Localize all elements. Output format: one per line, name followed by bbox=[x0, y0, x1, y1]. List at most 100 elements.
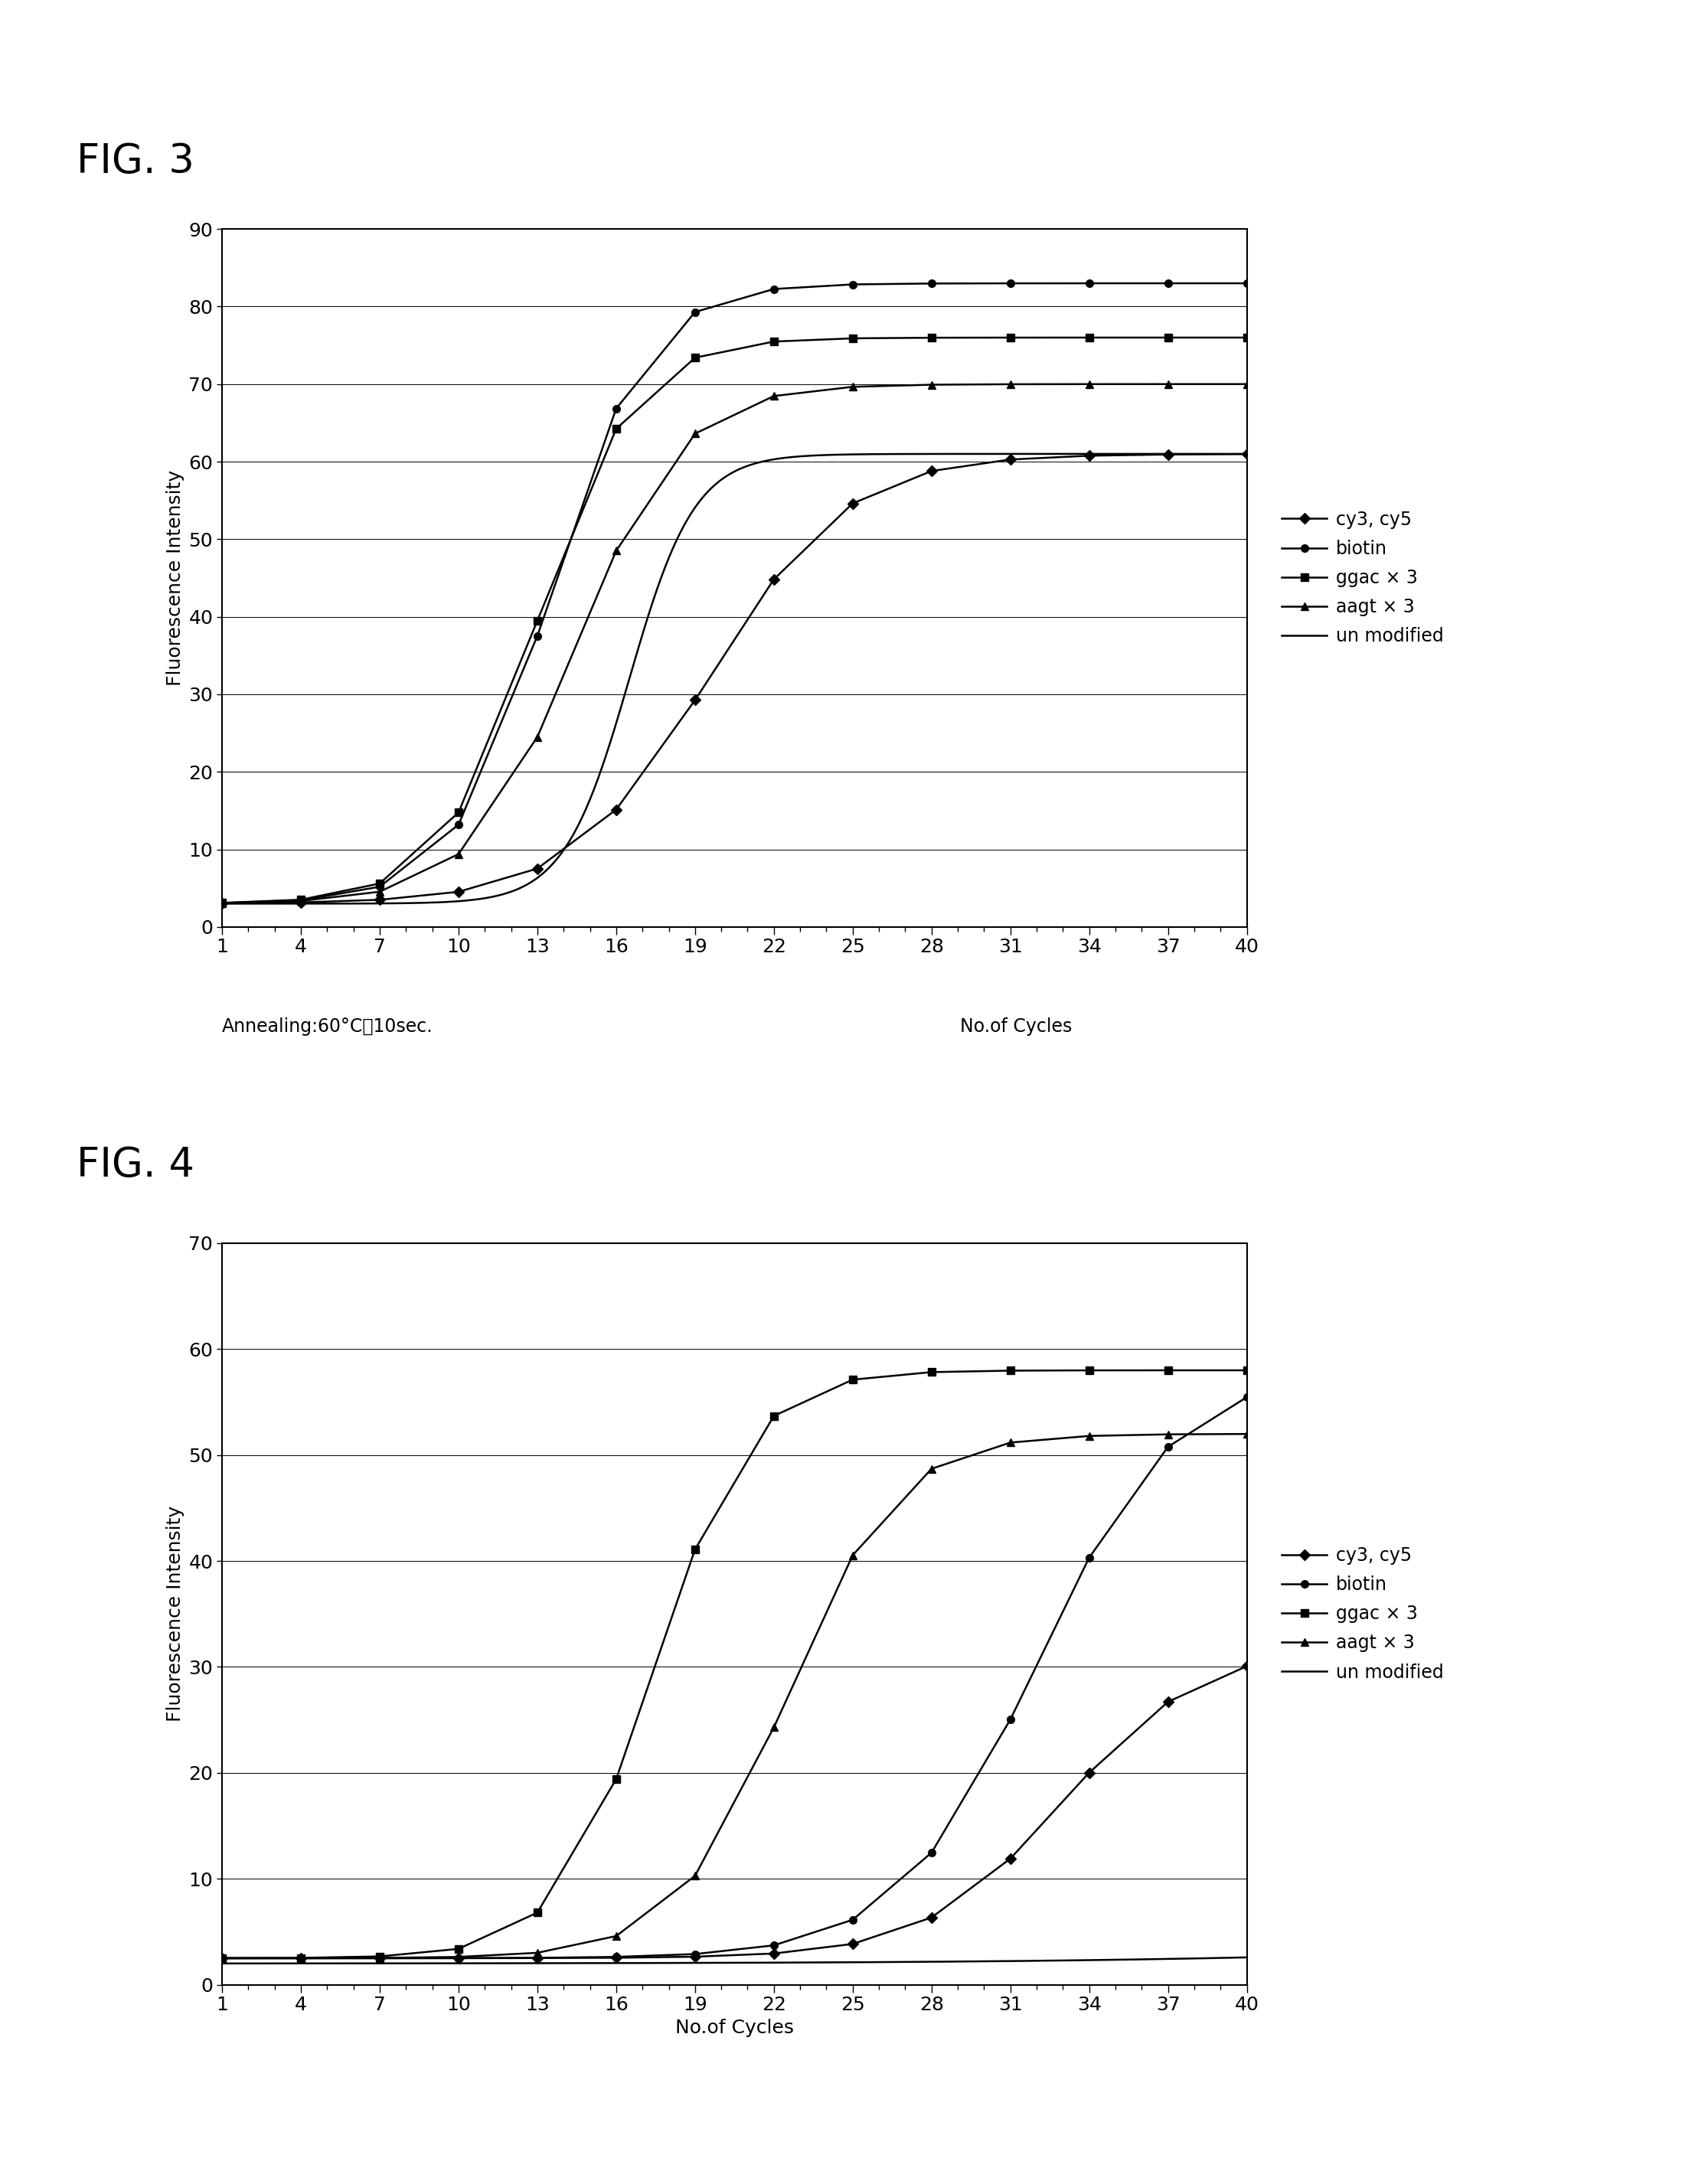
cy3, cy5 bbox=[528, 855, 548, 881]
aagt × 3 bbox=[1079, 371, 1100, 397]
biotin bbox=[1237, 270, 1257, 297]
ggac × 3 bbox=[685, 1535, 705, 1562]
biotin bbox=[1079, 270, 1100, 297]
ggac × 3 bbox=[212, 1945, 232, 1972]
ggac × 3 bbox=[685, 345, 705, 371]
cy3, cy5 bbox=[369, 888, 389, 914]
un modified bbox=[1237, 441, 1257, 467]
ggac × 3 bbox=[1237, 1357, 1257, 1383]
biotin bbox=[921, 1839, 941, 1865]
biotin bbox=[290, 1945, 311, 1972]
aagt × 3 bbox=[369, 1945, 389, 1972]
un modified bbox=[767, 1950, 787, 1976]
Line: cy3, cy5: cy3, cy5 bbox=[219, 1662, 1250, 1963]
ggac × 3 bbox=[212, 890, 232, 916]
Text: FIG. 3: FIG. 3 bbox=[77, 142, 195, 181]
biotin bbox=[212, 890, 232, 916]
cy3, cy5 bbox=[1158, 441, 1179, 467]
aagt × 3 bbox=[369, 879, 389, 905]
Y-axis label: Fluorescence Intensity: Fluorescence Intensity bbox=[166, 469, 184, 687]
cy3, cy5 bbox=[685, 1943, 705, 1969]
aagt × 3 bbox=[763, 1714, 784, 1740]
cy3, cy5 bbox=[1237, 1653, 1257, 1679]
aagt × 3 bbox=[1158, 1422, 1179, 1448]
biotin bbox=[528, 1945, 548, 1972]
cy3, cy5 bbox=[447, 879, 468, 905]
biotin bbox=[1158, 1433, 1179, 1459]
ggac × 3 bbox=[369, 1943, 389, 1969]
Legend: cy3, cy5, biotin, ggac × 3, aagt × 3, un modified: cy3, cy5, biotin, ggac × 3, aagt × 3, un… bbox=[1276, 506, 1448, 650]
aagt × 3 bbox=[212, 1945, 232, 1972]
ggac × 3 bbox=[606, 1767, 627, 1793]
biotin bbox=[685, 1941, 705, 1967]
un modified bbox=[699, 1950, 719, 1976]
biotin bbox=[1001, 1706, 1021, 1732]
cy3, cy5 bbox=[1158, 1688, 1179, 1714]
biotin bbox=[763, 1932, 784, 1959]
aagt × 3 bbox=[1237, 371, 1257, 397]
cy3, cy5 bbox=[606, 1945, 627, 1972]
aagt × 3 bbox=[921, 371, 941, 397]
ggac × 3 bbox=[1079, 325, 1100, 351]
aagt × 3 bbox=[447, 842, 468, 868]
Line: aagt × 3: aagt × 3 bbox=[219, 379, 1250, 907]
ggac × 3 bbox=[763, 329, 784, 356]
aagt × 3 bbox=[685, 421, 705, 447]
ggac × 3 bbox=[1001, 325, 1021, 351]
Line: aagt × 3: aagt × 3 bbox=[219, 1431, 1250, 1963]
un modified bbox=[1052, 1948, 1073, 1974]
ggac × 3 bbox=[1001, 1357, 1021, 1383]
un modified bbox=[1052, 441, 1073, 467]
ggac × 3 bbox=[842, 1367, 863, 1394]
cy3, cy5 bbox=[606, 796, 627, 822]
ggac × 3 bbox=[842, 325, 863, 351]
Line: ggac × 3: ggac × 3 bbox=[219, 334, 1250, 907]
biotin bbox=[1237, 1385, 1257, 1411]
biotin bbox=[606, 395, 627, 421]
ggac × 3 bbox=[606, 417, 627, 443]
Text: FIG. 4: FIG. 4 bbox=[77, 1145, 195, 1184]
un modified bbox=[212, 1950, 232, 1976]
un modified bbox=[705, 471, 726, 497]
aagt × 3 bbox=[921, 1455, 941, 1481]
ggac × 3 bbox=[1237, 325, 1257, 351]
cy3, cy5 bbox=[921, 458, 941, 484]
ggac × 3 bbox=[1079, 1357, 1100, 1383]
biotin bbox=[447, 1945, 468, 1972]
aagt × 3 bbox=[606, 1924, 627, 1950]
ggac × 3 bbox=[290, 1945, 311, 1972]
ggac × 3 bbox=[447, 800, 468, 827]
cy3, cy5 bbox=[1001, 447, 1021, 473]
Line: un modified: un modified bbox=[222, 1956, 1247, 1963]
biotin bbox=[1001, 270, 1021, 297]
biotin bbox=[1079, 1544, 1100, 1570]
un modified bbox=[212, 890, 232, 916]
ggac × 3 bbox=[290, 888, 311, 914]
Line: biotin: biotin bbox=[219, 1394, 1250, 1963]
un modified bbox=[705, 1950, 726, 1976]
X-axis label: No.of Cycles: No.of Cycles bbox=[675, 2017, 794, 2037]
Line: biotin: biotin bbox=[219, 279, 1250, 907]
cy3, cy5 bbox=[290, 1945, 311, 1972]
ggac × 3 bbox=[921, 325, 941, 351]
ggac × 3 bbox=[763, 1402, 784, 1429]
un modified bbox=[1237, 1943, 1257, 1969]
cy3, cy5 bbox=[1079, 1760, 1100, 1786]
aagt × 3 bbox=[842, 373, 863, 399]
aagt × 3 bbox=[606, 539, 627, 565]
cy3, cy5 bbox=[921, 1904, 941, 1930]
cy3, cy5 bbox=[763, 1941, 784, 1967]
aagt × 3 bbox=[1158, 371, 1179, 397]
cy3, cy5 bbox=[369, 1945, 389, 1972]
biotin bbox=[369, 1945, 389, 1972]
cy3, cy5 bbox=[763, 567, 784, 593]
cy3, cy5 bbox=[1079, 443, 1100, 469]
biotin bbox=[447, 811, 468, 838]
Text: Annealing:60°C、10sec.: Annealing:60°C、10sec. bbox=[222, 1019, 434, 1036]
Y-axis label: Fluorescence Intensity: Fluorescence Intensity bbox=[166, 1505, 184, 1723]
aagt × 3 bbox=[1079, 1422, 1100, 1448]
cy3, cy5 bbox=[842, 1930, 863, 1956]
Line: cy3, cy5: cy3, cy5 bbox=[219, 449, 1250, 907]
biotin bbox=[606, 1943, 627, 1969]
biotin bbox=[842, 270, 863, 297]
